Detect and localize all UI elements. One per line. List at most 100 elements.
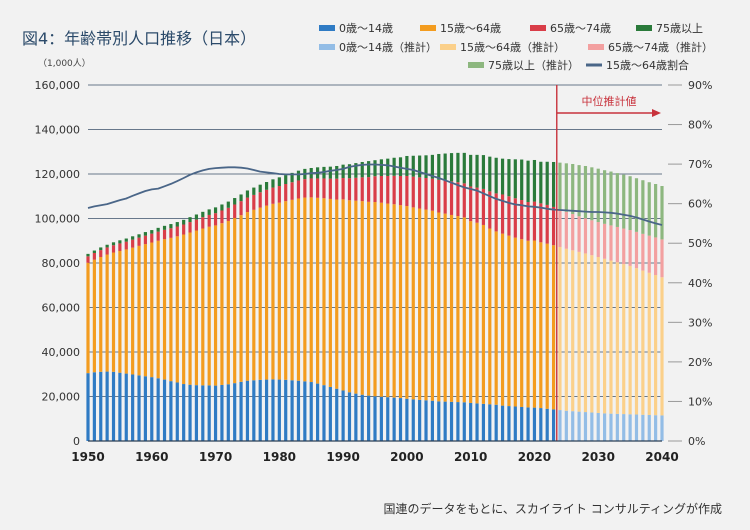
legend-label-4: 0歳～14歳（推計） [339,40,437,54]
bar-2033-s1 [615,262,619,414]
bar-1958-s0 [137,375,141,441]
bar-2039-s3 [654,184,658,238]
bar-1987-s0 [322,385,326,441]
bar-1979-s2 [271,187,275,204]
bar-2037-s1 [641,270,645,415]
bar-2038-s1 [647,272,651,415]
bar-1995-s0 [373,396,377,441]
x-tick-label-6: 2010 [454,450,487,464]
bar-2038-s3 [647,182,651,236]
bar-1996-s1 [379,202,383,397]
bar-2005-s1 [437,212,441,402]
bar-1970-s2 [213,213,218,226]
bar-1989-s2 [335,178,339,200]
bar-1963-s0 [169,381,173,441]
bar-2006-s3 [443,153,447,181]
bar-1987-s1 [322,198,326,386]
bar-1984-s1 [303,197,307,382]
bar-1961-s1 [156,240,160,379]
bar-2024-s2 [558,209,562,247]
forecast-marker: 中位推計値 [556,85,661,441]
bar-1970-s3 [213,207,218,214]
y-tick-label-5: 100,000 [35,213,81,226]
bar-1982-s2 [290,182,294,200]
bar-1979-s0 [271,379,275,441]
bar-1951-s0 [92,372,96,441]
bar-2028-s1 [583,253,588,413]
bar-2013-s3 [488,156,492,192]
bar-2011-s3 [475,154,479,188]
bar-1983-s3 [296,170,301,181]
bar-2007-s2 [449,181,454,215]
bar-1955-s0 [118,372,122,441]
bar-1988-s2 [328,178,332,199]
bar-2034-s1 [622,264,626,415]
bar-2035-s2 [628,230,632,266]
bar-2004-s0 [430,400,434,441]
bar-1993-s1 [360,201,364,395]
bar-1980-s3 [277,177,281,187]
bar-2028-s0 [583,412,588,441]
bar-2023-s0 [551,409,556,441]
bar-2021-s0 [539,408,543,441]
bar-1994-s3 [367,161,371,178]
bar-1973-s1 [233,218,237,384]
bar-2029-s1 [590,255,594,413]
bar-2032-s2 [609,225,613,261]
bar-2037-s2 [641,233,645,271]
bar-1959-s0 [143,376,147,441]
bar-1981-s0 [284,379,288,441]
bar-1970-s1 [213,225,218,386]
bar-2035-s0 [628,414,632,441]
bar-1958-s1 [137,245,141,376]
bar-1973-s0 [233,383,237,441]
legend-swatch-3 [636,25,652,31]
bar-1967-s0 [194,385,199,441]
y2-tick-label-9: 90% [688,79,712,92]
bar-1991-s2 [347,178,352,201]
bar-1992-s1 [354,200,358,394]
bar-2020-s0 [532,407,537,441]
legend-swatch-0 [319,25,335,31]
bar-1996-s2 [379,176,383,203]
bar-1960-s3 [150,230,154,234]
bar-1971-s0 [220,384,224,441]
bar-2006-s0 [443,401,447,441]
bar-1979-s3 [271,179,275,188]
bar-1968-s0 [201,385,205,441]
bar-2026-s0 [571,411,575,441]
bar-2037-s3 [641,180,645,234]
bar-1991-s0 [347,392,352,441]
bar-1968-s1 [201,228,205,386]
legend-label-6: 65歳～74歳（推計） [608,40,713,54]
bar-1976-s3 [252,187,256,195]
bar-1980-s2 [277,186,281,203]
bar-1958-s3 [137,234,141,238]
bar-1999-s2 [398,176,403,206]
bar-2014-s3 [494,157,498,194]
bar-1959-s3 [143,232,147,236]
bar-1989-s1 [335,199,339,389]
bar-2000-s0 [405,398,409,441]
bar-2012-s2 [481,188,486,225]
y2-tick-label-7: 70% [688,158,712,171]
bar-1960-s0 [150,377,154,441]
bar-1972-s0 [226,384,230,441]
bar-2016-s1 [507,235,511,407]
bar-2003-s3 [424,155,428,179]
bar-1962-s0 [162,379,167,441]
bar-2000-s2 [405,176,409,207]
bar-2020-s3 [532,159,537,202]
y2-tick-label-5: 50% [688,237,712,250]
bar-1975-s1 [245,212,250,381]
bar-2030-s0 [596,412,600,441]
bar-2021-s3 [539,161,543,204]
bar-2013-s2 [488,191,492,229]
bar-2014-s0 [494,404,498,441]
bar-1953-s3 [105,244,109,248]
legend-swatch-6 [588,44,604,50]
bar-1991-s1 [347,200,352,393]
bar-2031-s2 [603,223,607,259]
bar-1957-s1 [131,247,135,375]
bar-2017-s3 [513,159,517,199]
